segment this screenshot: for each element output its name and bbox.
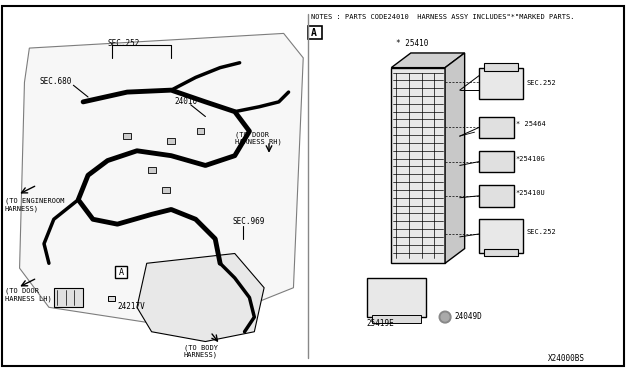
Text: SEC.252: SEC.252	[526, 229, 556, 235]
Text: * 25464: * 25464	[515, 121, 545, 128]
Text: SEC.252: SEC.252	[526, 80, 556, 86]
Text: A: A	[118, 268, 124, 277]
Bar	[115, 266, 127, 278]
Polygon shape	[391, 53, 465, 68]
Bar	[124, 133, 131, 139]
Bar	[391, 68, 445, 263]
Text: *25410G: *25410G	[515, 155, 545, 162]
Text: X24000BS: X24000BS	[548, 354, 585, 363]
Text: (TO DOOR
HARNESS RH): (TO DOOR HARNESS RH)	[235, 131, 282, 145]
Bar	[308, 26, 322, 39]
Text: SEC.252: SEC.252	[108, 39, 140, 48]
Bar	[479, 219, 524, 253]
Bar	[148, 167, 156, 173]
Polygon shape	[20, 33, 303, 327]
Bar	[484, 63, 518, 71]
Text: 24217V: 24217V	[117, 302, 145, 311]
Text: SEC.969: SEC.969	[233, 217, 265, 226]
Bar	[479, 151, 513, 172]
Bar	[54, 288, 83, 307]
Bar	[167, 138, 175, 144]
Bar	[484, 248, 518, 256]
Text: (TO ENGINEROOM
HARNESS): (TO ENGINEROOM HARNESS)	[5, 198, 65, 212]
Circle shape	[441, 313, 449, 321]
Text: SEC.680: SEC.680	[39, 77, 72, 86]
Text: (TO BODY
HARNESS): (TO BODY HARNESS)	[184, 344, 218, 359]
Bar	[163, 187, 170, 193]
Text: NOTES : PARTS CODE24010  HARNESS ASSY INCLUDES"*"MARKED PARTS.: NOTES : PARTS CODE24010 HARNESS ASSY INC…	[311, 14, 575, 20]
Text: A: A	[311, 28, 317, 38]
Text: * 25410: * 25410	[396, 39, 429, 48]
Polygon shape	[445, 53, 465, 263]
Bar	[479, 68, 524, 99]
Text: *25410U: *25410U	[515, 190, 545, 196]
Bar	[372, 315, 420, 323]
Text: (TO DOOR
HARNESS LH): (TO DOOR HARNESS LH)	[5, 288, 52, 302]
Bar	[367, 278, 426, 317]
Bar	[196, 128, 204, 134]
Bar	[479, 116, 513, 138]
Circle shape	[439, 311, 451, 323]
Bar	[108, 296, 115, 301]
Polygon shape	[137, 253, 264, 341]
Text: 25419E: 25419E	[367, 319, 395, 328]
Bar	[479, 185, 513, 206]
Text: 24049D: 24049D	[455, 312, 483, 321]
Text: 24010: 24010	[174, 97, 197, 106]
